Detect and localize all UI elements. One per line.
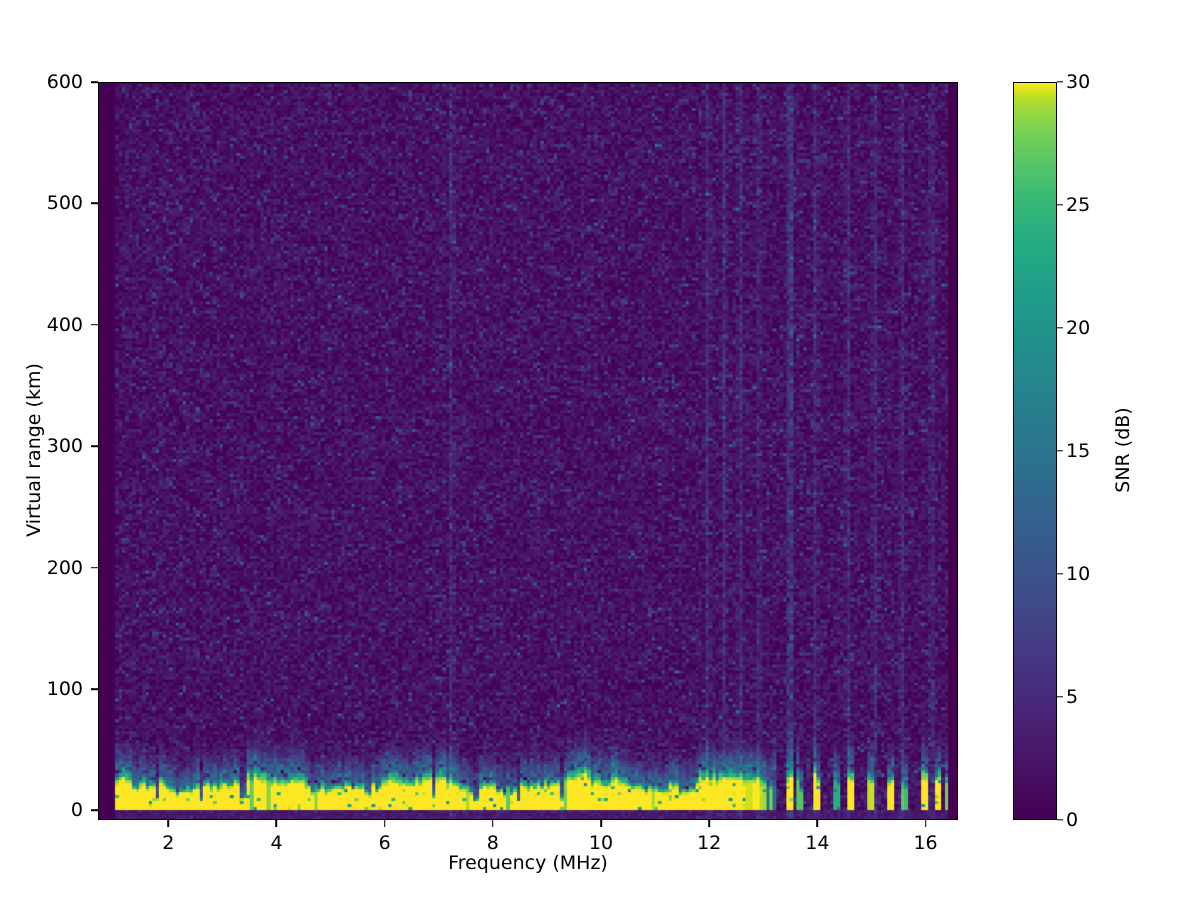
y-tick-mark — [91, 81, 98, 83]
x-tick-label: 14 — [805, 832, 830, 854]
x-tick-mark — [275, 820, 278, 827]
x-tick-label: 8 — [486, 832, 499, 854]
y-tick-label: 100 — [46, 677, 83, 700]
x-tick-label: 10 — [588, 832, 614, 854]
colorbar-tick-label: 30 — [1066, 71, 1091, 93]
x-tick-label: 12 — [697, 832, 722, 854]
colorbar-tick-mark — [1057, 204, 1063, 206]
heatmap-axes — [98, 82, 958, 820]
colorbar-tick-label: 5 — [1066, 686, 1079, 708]
ionogram-heatmap-canvas — [99, 83, 957, 819]
y-tick-mark — [91, 688, 98, 690]
x-tick-label: 6 — [378, 832, 391, 854]
x-tick-mark — [924, 820, 927, 827]
colorbar-tick-mark — [1057, 696, 1063, 698]
y-axis-label: Virtual range (km) — [23, 363, 45, 537]
y-tick-label: 400 — [46, 313, 83, 336]
x-tick-mark — [600, 820, 602, 827]
colorbar-tick-label: 10 — [1066, 563, 1091, 585]
x-tick-label: 16 — [913, 832, 938, 854]
colorbar-tick-mark — [1057, 450, 1063, 452]
y-tick-label: 300 — [46, 435, 83, 458]
colorbar-tick-label: 25 — [1066, 194, 1091, 216]
colorbar-tick-label: 20 — [1066, 317, 1091, 339]
colorbar-label: SNR (dB) — [1112, 407, 1134, 493]
x-tick-mark — [708, 820, 710, 827]
colorbar-tick-label: 15 — [1066, 440, 1091, 462]
y-tick-mark — [91, 202, 98, 205]
colorbar-tick-mark — [1057, 81, 1063, 83]
x-tick-mark — [167, 820, 170, 827]
y-tick-mark — [91, 566, 98, 569]
colorbar-tick-label: 0 — [1066, 809, 1079, 831]
y-tick-mark — [91, 445, 98, 447]
x-tick-mark — [383, 820, 386, 827]
colorbar-tick-mark — [1057, 327, 1063, 329]
y-tick-label: 200 — [46, 556, 83, 579]
x-tick-label: 2 — [162, 832, 175, 854]
y-tick-label: 500 — [46, 192, 83, 215]
y-tick-label: 0 — [70, 799, 83, 822]
x-axis-label: Frequency (MHz) — [448, 852, 608, 874]
x-tick-label: 4 — [270, 832, 283, 854]
colorbar — [1013, 82, 1057, 820]
y-tick-mark — [91, 323, 98, 326]
x-tick-mark — [492, 820, 494, 827]
colorbar-tick-mark — [1057, 573, 1063, 575]
colorbar-tick-mark — [1057, 819, 1063, 821]
x-tick-mark — [816, 820, 819, 827]
y-tick-label: 600 — [46, 71, 83, 93]
y-tick-mark — [91, 809, 98, 812]
